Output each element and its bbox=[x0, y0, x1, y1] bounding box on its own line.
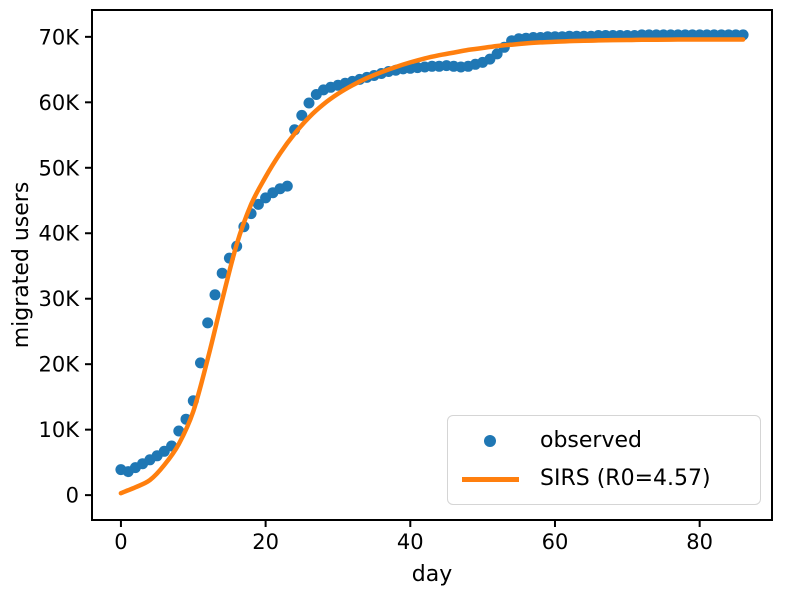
x-tick-label: 20 bbox=[252, 530, 279, 554]
scatter-point bbox=[303, 97, 315, 109]
x-tick-label: 80 bbox=[686, 530, 713, 554]
legend-label-observed: observed bbox=[540, 428, 642, 453]
scatter-point bbox=[281, 180, 293, 192]
y-tick-label: 10K bbox=[39, 418, 81, 442]
scatter-point bbox=[296, 109, 308, 121]
scatter-point bbox=[209, 289, 221, 301]
scatter-point bbox=[216, 267, 228, 279]
legend-marker-col bbox=[448, 476, 532, 482]
y-tick-label: 40K bbox=[39, 222, 81, 246]
legend-label-sirs: SIRS (R0=4.57) bbox=[540, 466, 711, 491]
x-tick-label: 40 bbox=[397, 530, 424, 554]
plot-frame bbox=[91, 9, 773, 521]
y-tick-label: 60K bbox=[39, 91, 81, 115]
y-axis-label: migrated users bbox=[9, 182, 34, 349]
observed-marker-icon bbox=[484, 435, 496, 447]
legend-row-sirs: SIRS (R0=4.57) bbox=[448, 461, 760, 497]
scatter-layer bbox=[115, 29, 749, 478]
sirs-fit-curve bbox=[118, 37, 746, 496]
scatter-point bbox=[202, 317, 214, 329]
y-tick-label: 0 bbox=[66, 484, 79, 508]
y-tick-label: 70K bbox=[39, 25, 81, 49]
legend-row-observed: observed bbox=[448, 423, 760, 459]
y-tick-label: 50K bbox=[39, 156, 81, 180]
y-tick-label: 30K bbox=[39, 287, 81, 311]
sirs-marker-icon bbox=[461, 476, 519, 482]
ticks-layer: 0 20 40 60 80 0 10K 20K 30K 40K 50K 60K 70K bbox=[39, 25, 714, 554]
scatter-point bbox=[195, 357, 206, 369]
line-layer bbox=[118, 37, 746, 496]
legend: observed SIRS (R0=4.57) bbox=[447, 415, 761, 505]
x-tick-label: 60 bbox=[542, 530, 569, 554]
legend-marker-col bbox=[448, 435, 532, 447]
x-tick-label: 0 bbox=[114, 530, 127, 554]
x-axis-label: day bbox=[412, 562, 452, 587]
scatter-point bbox=[491, 48, 503, 60]
scatter-point bbox=[252, 198, 264, 210]
y-tick-label: 20K bbox=[39, 353, 81, 377]
